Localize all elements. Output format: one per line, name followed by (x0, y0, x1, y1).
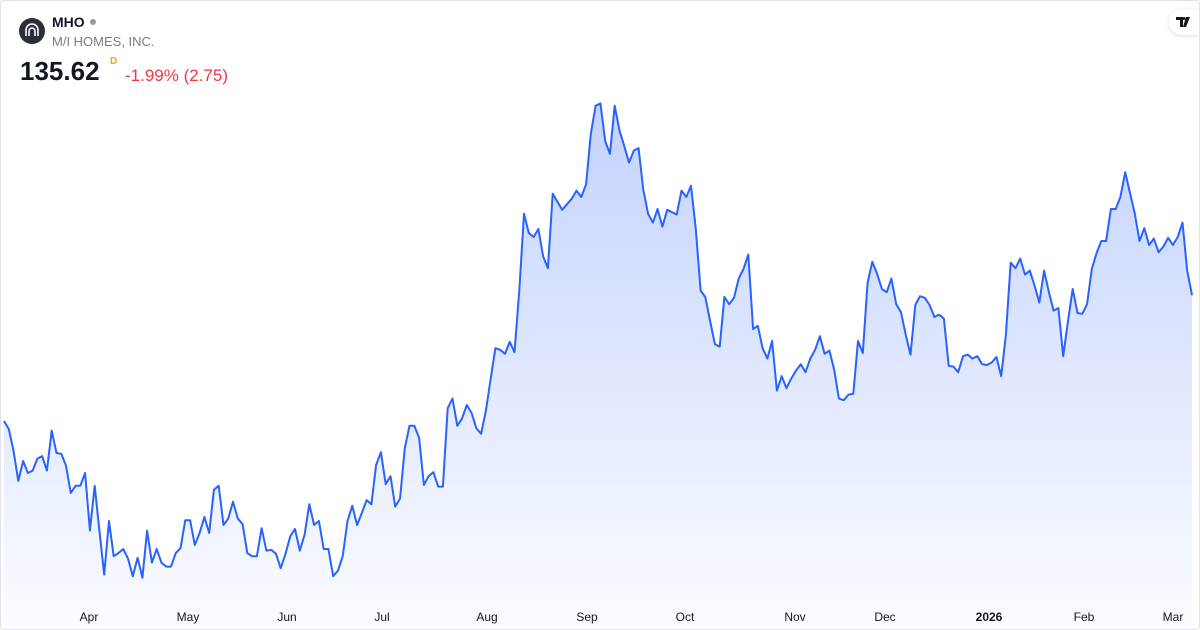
company-name: M/I HOMES, INC. (52, 34, 155, 49)
area-fill (4, 103, 1192, 629)
x-tick-label: May (177, 610, 200, 624)
price-change: -1.99% (2.75) (125, 66, 228, 85)
x-tick-label: Dec (874, 610, 895, 624)
status-dot (89, 19, 96, 25)
symbol-row: MHO (52, 14, 96, 30)
x-tick-label: 2026 (976, 610, 1003, 624)
x-tick-label: Jul (374, 610, 389, 624)
price-line (3, 102, 1193, 579)
x-tick-label: Aug (476, 610, 497, 624)
x-tick-label: Jun (277, 610, 296, 624)
x-tick-label: Apr (80, 610, 99, 624)
price: 135.62 (20, 56, 100, 86)
symbol: MHO (52, 14, 85, 30)
company-logo (19, 18, 45, 44)
x-tick-label: Mar (1163, 610, 1184, 624)
price-flag: D (110, 56, 118, 67)
x-tick-label: Feb (1074, 610, 1095, 624)
tradingview-logo[interactable] (1169, 9, 1199, 35)
x-tick-label: Sep (576, 610, 598, 624)
x-tick-label: Oct (676, 610, 695, 624)
x-tick-label: Nov (784, 610, 805, 624)
